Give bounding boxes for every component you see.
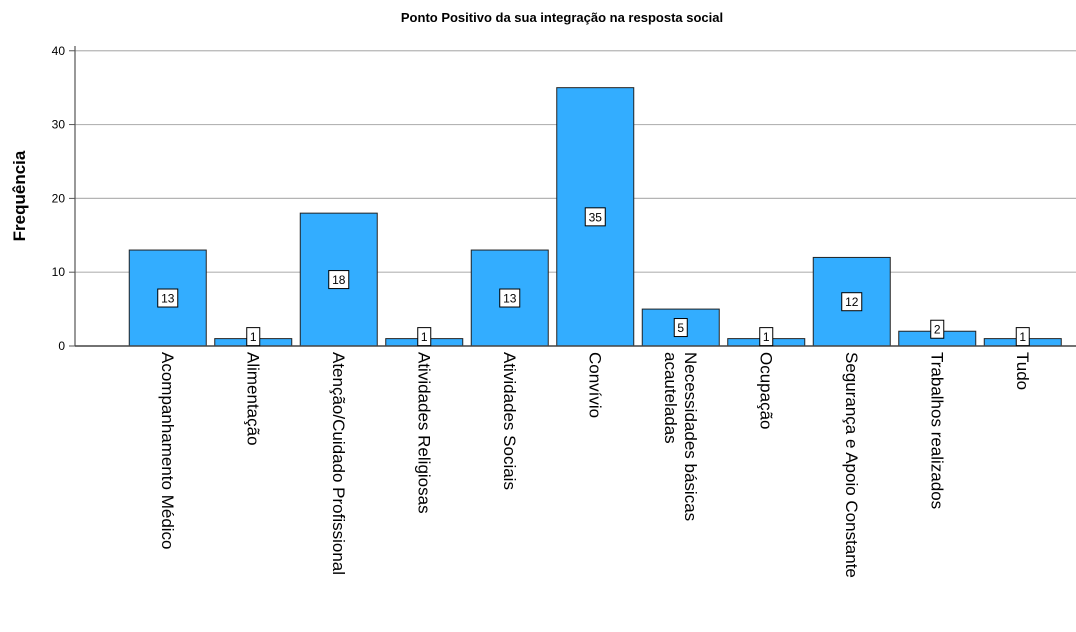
data-label-text: 13 [503, 292, 517, 306]
data-label: 1 [1015, 327, 1030, 347]
data-label: 13 [499, 288, 521, 308]
data-label: 1 [246, 327, 261, 347]
data-label-text: 2 [934, 323, 941, 337]
data-label-text: 12 [845, 295, 859, 309]
data-label: 5 [673, 318, 688, 338]
data-label-text: 18 [332, 273, 346, 287]
y-tick-labels: 0 10 20 30 40 [52, 44, 66, 353]
category-label: Acompanhamento Médico [158, 352, 177, 550]
data-label-text: 13 [161, 292, 175, 306]
data-label-box [1015, 327, 1030, 347]
y-tick-label: 0 [58, 339, 65, 353]
y-tick-label: 10 [52, 265, 66, 279]
category-label-line: acauteladas [661, 352, 680, 444]
category-label-line: Alimentação [243, 352, 262, 446]
data-label-box [417, 327, 432, 347]
y-tick-label: 20 [52, 191, 66, 205]
category-label-line: Trabalhos realizados [927, 352, 946, 509]
data-label-box [930, 319, 945, 339]
data-label-box [841, 292, 863, 312]
category-label-line: Segurança e Apoio Constante [842, 352, 861, 578]
category-label-line: Tudo [1013, 352, 1032, 390]
data-label-text: 1 [421, 330, 428, 344]
data-label-box [584, 207, 606, 227]
category-label: Atividades Sociais [500, 352, 519, 490]
category-label-line: Acompanhamento Médico [158, 352, 177, 550]
data-label-box [499, 288, 521, 308]
y-axis-label: Frequência [10, 150, 29, 241]
data-label-text: 1 [763, 330, 770, 344]
y-tick-label: 30 [52, 118, 66, 132]
category-label: Atenção/Cuidado Profissional [329, 352, 348, 575]
category-label-line: Atenção/Cuidado Profissional [329, 352, 348, 575]
data-labels: 13 1 18 1 13 35 5 1 12 2 1 [157, 207, 1030, 347]
axes [69, 46, 1076, 347]
data-label-text: 1 [1019, 330, 1026, 344]
data-label-text: 5 [677, 321, 684, 335]
y-tick-label: 40 [52, 44, 66, 58]
category-label-line: Atividades Religiosas [414, 352, 433, 514]
category-labels: Acompanhamento Médico Alimentação Atenção/… [158, 352, 1032, 578]
chart-title: Ponto Positivo da sua integração na resp… [401, 10, 723, 25]
category-label: Tudo [1013, 352, 1032, 390]
category-label: Ocupação [756, 352, 775, 430]
data-label: 2 [930, 319, 945, 339]
category-label: Convívio [585, 352, 604, 418]
data-label-text: 1 [250, 330, 257, 344]
category-label: Alimentação [243, 352, 262, 446]
data-label-box [673, 318, 688, 338]
category-label-line: Necessidades básicas [681, 352, 700, 521]
data-label-box [157, 288, 179, 308]
category-label-line: Ocupação [756, 352, 775, 430]
data-label: 1 [417, 327, 432, 347]
data-label: 1 [759, 327, 774, 347]
data-label-box [246, 327, 261, 347]
data-label-text: 35 [589, 210, 603, 224]
data-label-box [759, 327, 774, 347]
category-label: Segurança e Apoio Constante [842, 352, 861, 578]
data-label: 12 [841, 292, 863, 312]
category-label: Trabalhos realizados [927, 352, 946, 509]
data-label: 13 [157, 288, 179, 308]
data-label: 35 [584, 207, 606, 227]
data-label-box [328, 270, 350, 290]
data-label: 18 [328, 270, 350, 290]
category-label-line: Convívio [585, 352, 604, 418]
category-label-line: Atividades Sociais [500, 352, 519, 490]
category-label: Atividades Religiosas [414, 352, 433, 514]
